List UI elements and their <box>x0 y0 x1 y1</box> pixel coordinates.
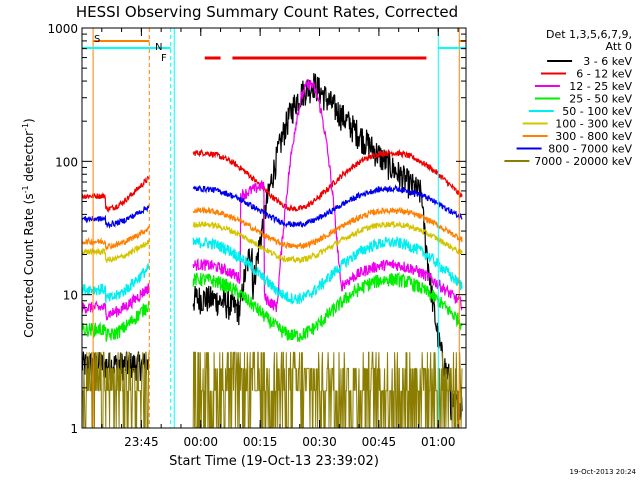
legend-entry: 800 - 7000 keV <box>548 143 632 156</box>
legend-entry: 300 - 800 keV <box>555 130 632 143</box>
x-axis-label: Start Time (19-Oct-13 23:39:02) <box>169 454 379 469</box>
series-7000-20000-kev <box>82 351 463 428</box>
plot-frame <box>81 27 467 429</box>
night-label: N <box>155 42 162 53</box>
x-tick-label: 01:00 <box>421 435 456 449</box>
x-tick-label: 00:45 <box>362 435 397 449</box>
plot-area <box>82 28 466 428</box>
legend-entry: 6 - 12 keV <box>576 68 632 81</box>
y-axis-label: Corrected Count Rate (s-1 detector-1) <box>21 118 36 337</box>
x-tick-label: 23:45 <box>124 435 159 449</box>
legend-entry: 25 - 50 keV <box>569 93 632 106</box>
legend-entry: 50 - 100 keV <box>562 105 632 118</box>
legend-entry: 7000 - 20000 keV <box>534 155 632 168</box>
legend-entry: 12 - 25 keV <box>569 80 632 93</box>
series-800-7000-kev <box>82 183 463 229</box>
y-tick-label: 1 <box>70 422 78 436</box>
flare-label: F <box>161 53 167 64</box>
legend-header-line-2: Att 0 <box>606 40 632 53</box>
series-line <box>82 183 463 229</box>
y-tick-label: 100 <box>55 155 78 169</box>
chart-title: HESSI Observing Summary Count Rates, Cor… <box>76 3 458 21</box>
legend-header-line-1: Det 1,3,5,6,7,9, <box>546 28 632 41</box>
y-tick-label: 1000 <box>47 22 78 36</box>
x-tick-label: 00:15 <box>243 435 278 449</box>
legend-entry: 100 - 300 keV <box>555 118 632 131</box>
x-tick-label: 00:00 <box>183 435 218 449</box>
axis-ticks: 23:45 00:00 00:15 00:30 00:45 01:00 1 10 100 1000 <box>47 22 466 449</box>
footer-date: 19-Oct-2013 20:24 <box>570 468 637 476</box>
y-tick-label: 10 <box>63 289 78 303</box>
saa-label: S <box>94 34 100 45</box>
x-tick-label: 00:30 <box>302 435 337 449</box>
series-line <box>82 351 463 428</box>
legend-entry: 3 - 6 keV <box>583 55 632 68</box>
